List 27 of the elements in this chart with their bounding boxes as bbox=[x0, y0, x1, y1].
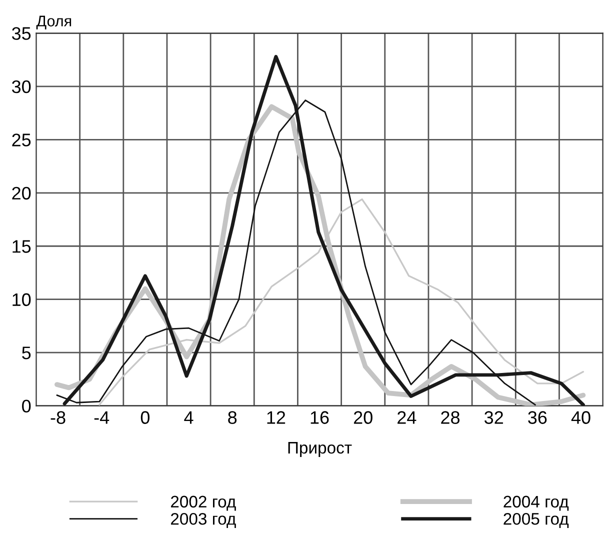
y-tick-label: 0 bbox=[22, 400, 31, 413]
x-tick-label: 24 bbox=[398, 411, 416, 424]
y-tick-label: 35 bbox=[12, 27, 31, 40]
x-tick-label: 32 bbox=[484, 411, 503, 424]
y-tick-label: 10 bbox=[12, 293, 31, 306]
x-tick-label: 0 bbox=[140, 411, 150, 424]
x-tick-label: 4 bbox=[184, 411, 194, 424]
legend-label: 2002 год bbox=[171, 496, 236, 511]
x-tick-label: 40 bbox=[571, 411, 590, 424]
legend-label: 2003 год bbox=[171, 512, 236, 528]
x-tick-label: 16 bbox=[310, 411, 329, 424]
x-tick-label: 12 bbox=[267, 411, 286, 424]
x-tick-label: 28 bbox=[441, 411, 460, 424]
legend-label: 2004 год bbox=[504, 496, 569, 511]
y-tick-label: 5 bbox=[22, 346, 31, 360]
y-tick-label: 30 bbox=[12, 80, 31, 94]
y-axis-title: Доля bbox=[36, 16, 72, 30]
legend-label: 2005 год bbox=[504, 512, 569, 528]
y-tick-label: 25 bbox=[12, 134, 31, 146]
x-tick-label: 20 bbox=[354, 411, 372, 424]
y-tick-label: 15 bbox=[12, 240, 31, 253]
x-tick-label: -8 bbox=[50, 411, 66, 424]
x-axis-title: Прирост bbox=[288, 442, 352, 457]
x-tick-label: 8 bbox=[228, 411, 237, 424]
x-tick-label: 36 bbox=[528, 411, 547, 424]
y-tick-label: 20 bbox=[12, 186, 31, 200]
x-tick-label: -4 bbox=[94, 411, 110, 424]
